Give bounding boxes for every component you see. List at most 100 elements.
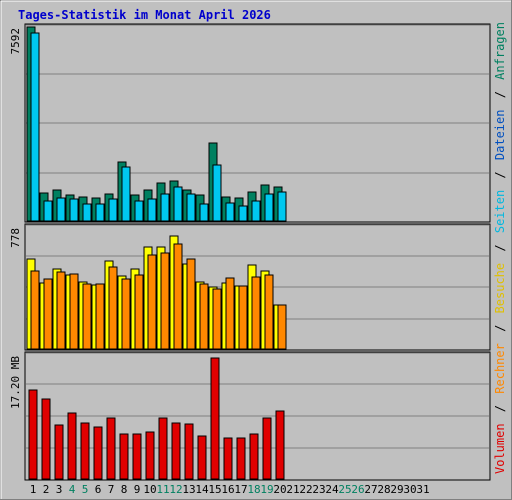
visits-panel-bar-rechner xyxy=(56,271,66,350)
requests-panel-bar-dateien xyxy=(108,198,118,222)
x-tick-label: 30 xyxy=(403,483,416,496)
requests-panel-bar-dateien xyxy=(199,203,209,222)
visits-panel-bar-rechner xyxy=(199,283,209,350)
volume-panel-bar-volumen xyxy=(236,437,246,480)
volume-panel: 17.20 MB xyxy=(9,351,491,481)
x-tick-label: 6 xyxy=(95,483,102,496)
volume-panel-bar-volumen xyxy=(210,357,220,480)
legend-sep-3: / xyxy=(493,244,507,251)
legend-volumen: Volumen xyxy=(493,423,507,474)
legend-sep-5: / xyxy=(493,91,507,98)
visits-panel-bar-rechner xyxy=(95,283,105,350)
volume-panel-bar-volumen xyxy=(106,417,116,480)
legend: Volumen / Rechner / Besuche / Seiten / D… xyxy=(493,22,507,474)
x-tick-label: 20 xyxy=(273,483,286,496)
requests-panel-bar-dateien xyxy=(95,203,105,222)
volume-panel-bar-volumen xyxy=(249,433,259,480)
requests-panel-bar-dateien xyxy=(30,32,40,222)
x-tick-label: 2 xyxy=(43,483,50,496)
x-tick-label: 31 xyxy=(416,483,429,496)
volume-panel-bar-volumen xyxy=(223,437,233,480)
x-tick-label: 21 xyxy=(286,483,299,496)
x-tick-label: 23 xyxy=(312,483,325,496)
x-tick-label: 9 xyxy=(134,483,141,496)
visits-panel-bar-rechner xyxy=(134,274,144,350)
visits-panel-bar-rechner xyxy=(121,278,131,350)
x-tick-label: 14 xyxy=(195,483,209,496)
volume-panel-bar-volumen xyxy=(28,389,38,480)
requests-panel-bar-dateien xyxy=(277,191,287,222)
requests-panel-bar-dateien xyxy=(186,193,196,222)
visits-panel-bar-rechner xyxy=(147,254,157,350)
requests-panel-bar-dateien xyxy=(147,198,157,222)
panels: 7592 778 17.20 MB xyxy=(9,23,491,481)
x-tick-label: 1 xyxy=(30,483,37,496)
visits-panel-bar-rechner xyxy=(251,276,261,350)
requests-panel-bar-dateien xyxy=(56,197,66,222)
visits-panel-bar-rechner xyxy=(69,273,79,350)
volume-panel-bar-volumen xyxy=(262,417,272,480)
volume-panel-bar-volumen xyxy=(119,433,129,480)
volume-panel-bar-volumen xyxy=(158,417,168,480)
legend-rechner: Rechner xyxy=(493,343,507,394)
volume-panel-bar-volumen xyxy=(145,431,155,480)
legend-seiten: Seiten xyxy=(493,190,507,233)
x-tick-label: 26 xyxy=(351,483,364,496)
visits-panel-ymax-label: 778 xyxy=(9,228,22,248)
legend-sep-4: / xyxy=(493,171,507,178)
requests-panel-bar-dateien xyxy=(121,166,131,222)
requests-panel-bar-dateien xyxy=(82,203,92,222)
requests-panel-bar-dateien xyxy=(238,205,248,222)
requests-panel-bar-dateien xyxy=(69,198,79,222)
visits-panel-bar-rechner xyxy=(160,252,170,350)
volume-panel-bar-volumen xyxy=(93,426,103,480)
volume-panel-bar-volumen xyxy=(275,410,285,480)
requests-panel-bar-dateien xyxy=(173,186,183,222)
visits-panel-bar-rechner xyxy=(82,283,92,350)
legend-besuche: Besuche xyxy=(493,263,507,314)
x-tick-label: 4 xyxy=(69,483,76,496)
x-tick-label: 18 xyxy=(247,483,260,496)
x-tick-label: 3 xyxy=(56,483,63,496)
x-tick-label: 10 xyxy=(143,483,156,496)
visits-panel-bar-rechner xyxy=(212,288,222,350)
x-tick-label: 8 xyxy=(121,483,128,496)
x-tick-label: 22 xyxy=(299,483,312,496)
visits-panel-bar-rechner xyxy=(30,270,40,350)
volume-panel-bar-volumen xyxy=(67,412,77,480)
visits-panel-bar-rechner xyxy=(264,274,274,350)
x-tick-label: 17 xyxy=(234,483,247,496)
x-tick-label: 27 xyxy=(364,483,377,496)
x-tick-label: 11 xyxy=(156,483,169,496)
volume-panel-bar-volumen xyxy=(184,423,194,480)
legend-dateien: Dateien xyxy=(493,110,507,161)
x-tick-label: 25 xyxy=(338,483,351,496)
visits-panel-bar-rechner xyxy=(225,277,235,350)
x-tick-label: 5 xyxy=(82,483,89,496)
volume-panel-bar-volumen xyxy=(41,398,51,480)
visits-panel-bar-rechner xyxy=(277,304,287,350)
requests-panel-bar-dateien xyxy=(264,193,274,222)
x-tick-label: 19 xyxy=(260,483,273,496)
requests-panel-bar-dateien xyxy=(225,202,235,222)
volume-panel-bar-volumen xyxy=(54,424,64,480)
visits-panel-bar-rechner xyxy=(43,278,53,350)
visits-panel-bar-rechner xyxy=(108,266,118,350)
x-tick-label: 16 xyxy=(221,483,234,496)
requests-panel-bar-dateien xyxy=(212,164,222,222)
legend-anfragen: Anfragen xyxy=(493,22,507,80)
volume-panel-bar-volumen xyxy=(197,435,207,480)
visits-panel-bar-rechner xyxy=(186,258,196,350)
x-tick-label: 7 xyxy=(108,483,115,496)
requests-panel: 7592 xyxy=(9,23,491,223)
volume-panel-bar-volumen xyxy=(80,422,90,480)
volume-panel-bar-volumen xyxy=(132,433,142,480)
requests-panel-bar-dateien xyxy=(251,200,261,222)
legend-sep-2: / xyxy=(493,325,507,332)
chart-title: Tages-Statistik im Monat April 2026 xyxy=(18,8,271,22)
x-tick-label: 13 xyxy=(182,483,195,496)
volume-panel-ymax-label: 17.20 MB xyxy=(9,356,22,409)
requests-panel-bar-dateien xyxy=(160,193,170,222)
